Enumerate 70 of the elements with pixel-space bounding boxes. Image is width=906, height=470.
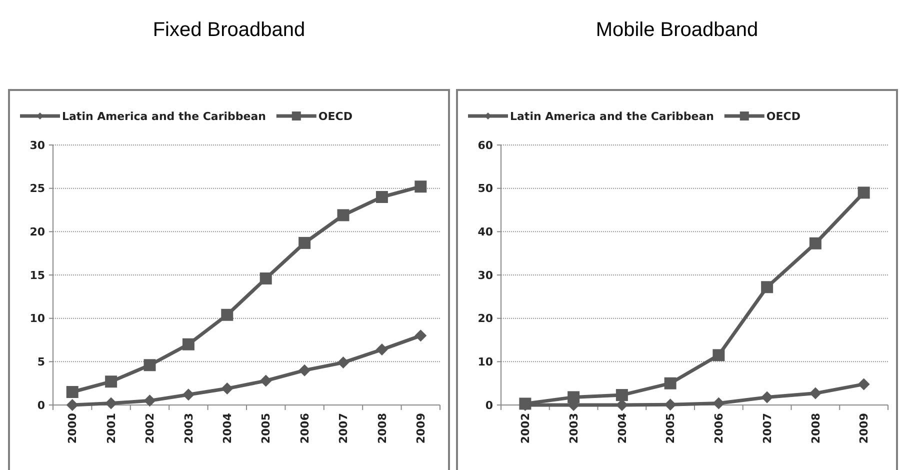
legend-label: Latin America and the Caribbean — [510, 110, 714, 123]
point — [568, 391, 580, 404]
point — [414, 180, 427, 193]
x-tick-label: 2002 — [144, 413, 157, 444]
y-tick-label: 0 — [37, 398, 46, 412]
x-tick-label: 2009 — [414, 413, 428, 444]
point — [221, 308, 234, 321]
y-tick-label: 10 — [478, 356, 494, 369]
y-tick-label: 5 — [37, 356, 45, 369]
point — [616, 389, 628, 402]
point — [260, 272, 272, 284]
point — [376, 191, 388, 203]
point — [858, 378, 870, 390]
legend-label: OECD — [766, 110, 800, 123]
point — [66, 386, 78, 398]
x-tick-label: 2006 — [712, 412, 726, 444]
point — [260, 374, 272, 387]
point — [298, 364, 311, 376]
point — [761, 391, 774, 404]
x-tick-label: 2004 — [616, 412, 629, 444]
point — [182, 388, 194, 401]
chart-title: Mobile Broadband — [596, 19, 758, 41]
y-tick-label: 20 — [478, 312, 494, 326]
point — [144, 394, 156, 407]
point — [105, 376, 118, 388]
x-tick-label: 2007 — [760, 413, 774, 444]
x-tick-label: 2001 — [104, 413, 118, 444]
legend-label: Latin America and the Caribbean — [62, 110, 266, 123]
point — [376, 344, 388, 356]
y-tick-label: 60 — [478, 138, 494, 152]
point — [712, 349, 725, 362]
point — [337, 356, 350, 369]
y-tick-label: 25 — [30, 182, 45, 196]
y-tick-label: 30 — [30, 138, 46, 152]
y-tick-label: 10 — [30, 312, 46, 326]
y-tick-label: 30 — [478, 268, 494, 282]
y-tick-label: 40 — [478, 226, 494, 239]
x-tick-label: 2008 — [809, 413, 822, 444]
point — [809, 387, 822, 400]
y-tick-label: 20 — [30, 226, 46, 239]
x-tick-label: 2006 — [298, 412, 312, 444]
x-tick-label: 2007 — [337, 413, 350, 444]
point — [298, 236, 311, 249]
x-tick-label: 2000 — [66, 412, 80, 444]
point — [761, 281, 774, 294]
y-tick-label: 15 — [30, 268, 45, 282]
y-tick-label: 50 — [478, 182, 494, 196]
point — [414, 330, 427, 342]
x-tick-label: 2002 — [519, 413, 532, 444]
y-tick-label: 0 — [485, 398, 494, 412]
point — [66, 399, 78, 411]
x-tick-label: 2003 — [567, 413, 580, 444]
point — [664, 377, 676, 390]
point — [712, 397, 725, 410]
point — [858, 186, 870, 199]
x-tick-label: 2008 — [376, 413, 389, 444]
point — [182, 338, 194, 350]
legend-label: OECD — [318, 110, 352, 123]
x-tick-label: 2004 — [221, 412, 234, 444]
point — [337, 209, 350, 222]
x-tick-label: 2003 — [182, 413, 196, 444]
point — [221, 382, 234, 395]
point — [664, 398, 676, 411]
x-tick-label: 2009 — [858, 413, 871, 444]
point — [809, 237, 822, 250]
point — [105, 397, 118, 410]
x-tick-label: 2005 — [260, 413, 273, 444]
x-tick-label: 2005 — [664, 413, 678, 444]
point — [144, 359, 156, 372]
chart-title: Fixed Broadband — [152, 19, 306, 41]
